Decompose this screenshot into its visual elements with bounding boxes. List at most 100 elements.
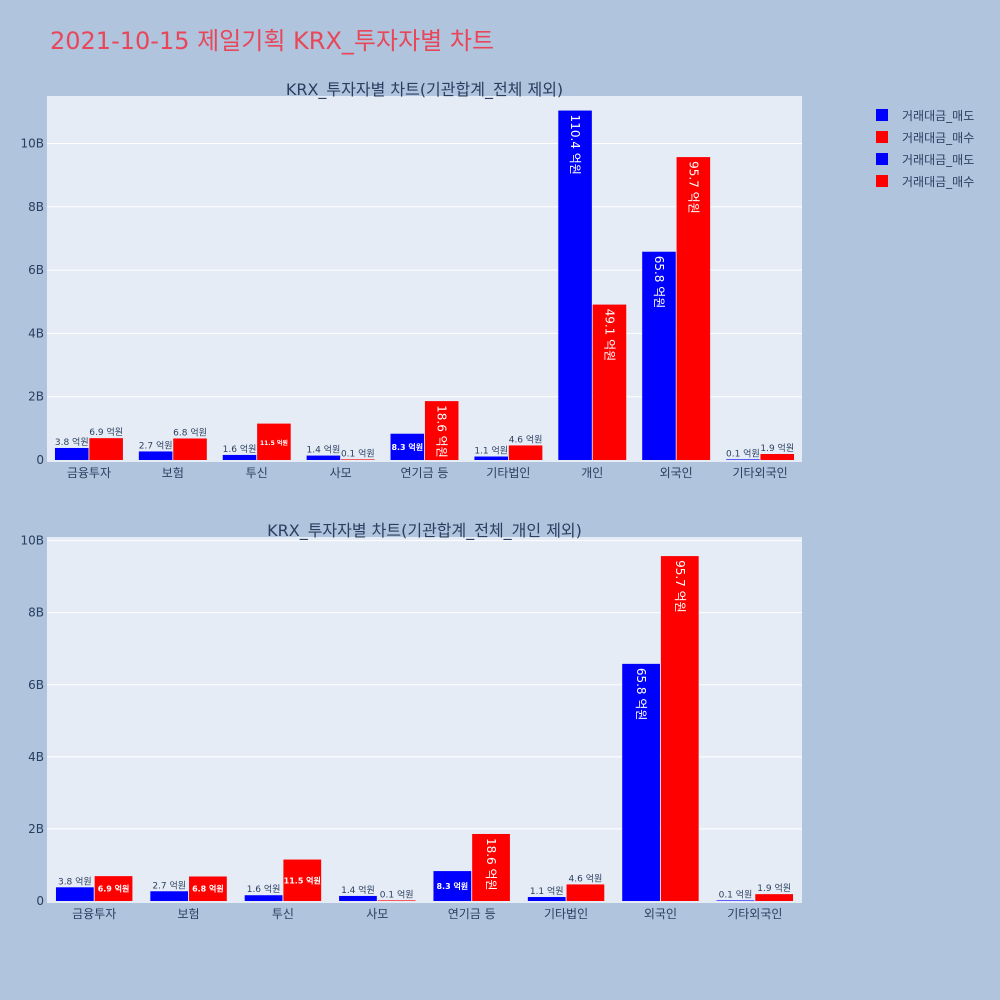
data-label: 110.4 억원	[568, 115, 582, 175]
bar-sell[interactable]	[222, 454, 257, 460]
data-label: 1.6 억원	[247, 883, 281, 895]
y-tick-label: 0	[36, 894, 44, 908]
x-tick-label: 금융투자	[72, 907, 116, 921]
bar-buy[interactable]	[676, 157, 711, 461]
chart-2: KRX_투자자별 차트(기관합계_전체_개인 제외) 0 2B 4B 6B 8B 10B 금융…	[20, 521, 802, 921]
bar-sell[interactable]	[642, 251, 676, 460]
data-label: 65.8 억원	[652, 256, 666, 309]
bar-sell[interactable]	[726, 459, 760, 460]
data-label: 6.8 억원	[192, 884, 224, 894]
bar-sell[interactable]	[474, 456, 508, 460]
bar-buy[interactable]	[377, 900, 416, 901]
data-label: 1.4 억원	[341, 884, 375, 896]
bar-buy[interactable]	[341, 459, 375, 460]
bar-sell[interactable]	[558, 110, 592, 460]
x-tick-label: 연기금 등	[448, 907, 496, 921]
x-tick-label: 투신	[272, 907, 294, 921]
legend-label[interactable]: 거래대금_매도	[902, 109, 974, 123]
bar-buy[interactable]	[760, 453, 795, 460]
legend-swatch[interactable]	[876, 131, 888, 143]
bar-sell[interactable]	[527, 897, 566, 901]
data-label: 2.7 억원	[139, 439, 173, 451]
x-tick-label: 기타외국인	[732, 466, 787, 480]
data-label: 11.5 억원	[260, 439, 288, 447]
data-label: 0.1 억원	[380, 888, 414, 900]
chart-title: KRX_투자자별 차트(기관합계_전체_개인 제외)	[267, 521, 582, 541]
x-tick-label: 보험	[178, 907, 200, 921]
bar-buy[interactable]	[424, 401, 459, 460]
data-label: 0.1 억원	[341, 447, 375, 459]
y-tick-label: 6B	[28, 263, 44, 277]
data-label: 1.9 억원	[757, 882, 791, 894]
bar-sell[interactable]	[306, 455, 341, 460]
legend-swatch[interactable]	[876, 153, 888, 165]
bar-sell[interactable]	[433, 871, 472, 901]
data-label: 1.6 억원	[223, 443, 257, 455]
data-label: 0.1 억원	[719, 888, 753, 900]
bar-buy[interactable]	[592, 304, 627, 460]
data-label: 18.6 억원	[484, 838, 498, 891]
bar-sell[interactable]	[390, 433, 425, 460]
chart-1: KRX_투자자별 차트(기관합계_전체 제외) 0 2B 4B 6B 8B 10B 금융투자 3…	[20, 80, 802, 480]
x-tick-label: 기타법인	[544, 907, 588, 921]
x-tick-label: 보험	[162, 466, 184, 480]
bar-buy[interactable]	[257, 423, 291, 460]
legend-label[interactable]: 거래대금_매도	[902, 153, 974, 167]
bar-buy[interactable]	[472, 833, 510, 901]
data-label: 4.6 억원	[509, 433, 543, 445]
bar-buy[interactable]	[94, 876, 133, 901]
data-label: 49.1 억원	[602, 309, 616, 362]
bar-sell[interactable]	[150, 891, 189, 901]
bar-buy[interactable]	[189, 876, 227, 901]
data-label: 3.8 억원	[58, 875, 92, 887]
plot-area	[47, 96, 802, 462]
data-label: 11.5 억원	[284, 875, 321, 885]
data-label: 95.7 억원	[686, 161, 700, 214]
data-label: 1.1 억원	[474, 445, 508, 457]
bar-sell[interactable]	[55, 887, 94, 901]
bar-sell[interactable]	[138, 451, 173, 460]
bar-buy[interactable]	[660, 556, 699, 901]
legend-label[interactable]: 거래대금_매수	[902, 131, 974, 145]
bar-buy[interactable]	[508, 445, 543, 460]
bar-sell[interactable]	[716, 900, 755, 901]
y-tick-label: 4B	[28, 326, 44, 340]
data-label: 3.8 억원	[55, 436, 89, 448]
y-tick-label: 2B	[28, 822, 44, 836]
bar-sell[interactable]	[339, 895, 377, 901]
bar-buy[interactable]	[755, 894, 794, 901]
y-tick-label: 8B	[28, 200, 44, 214]
y-tick-label: 10B	[20, 534, 44, 548]
data-label: 6.9 억원	[89, 426, 123, 438]
bar-sell[interactable]	[244, 895, 283, 901]
bar-buy[interactable]	[566, 884, 605, 901]
bar-buy[interactable]	[89, 438, 123, 460]
data-label: 65.8 억원	[634, 668, 648, 721]
bar-sell[interactable]	[54, 447, 89, 460]
legend-label[interactable]: 거래대금_매수	[902, 175, 974, 189]
legend-swatch[interactable]	[876, 175, 888, 187]
charts: KRX_투자자별 차트(기관합계_전체 제외) 0 2B 4B 6B 8B 10B 금융투자 3…	[20, 80, 802, 921]
x-tick-label: 사모	[330, 466, 352, 480]
legend-swatch[interactable]	[876, 109, 888, 121]
x-tick-label: 개인	[581, 466, 603, 480]
x-tick-label: 기타외국인	[727, 907, 782, 921]
bar-sell[interactable]	[622, 663, 660, 901]
x-tick-label: 사모	[366, 907, 388, 921]
bar-buy[interactable]	[173, 438, 207, 460]
data-label: 8.3 억원	[436, 881, 468, 891]
data-label: 6.8 억원	[173, 426, 207, 438]
data-label: 8.3 억원	[391, 442, 423, 452]
x-tick-label: 기타법인	[486, 466, 530, 480]
y-tick-label: 6B	[28, 678, 44, 692]
data-label: 1.1 억원	[530, 885, 564, 897]
y-tick-label: 10B	[20, 136, 44, 150]
data-label: 2.7 억원	[152, 879, 186, 891]
bar-buy[interactable]	[283, 859, 322, 901]
y-tick-label: 4B	[28, 750, 44, 764]
data-label: 0.1 억원	[726, 447, 760, 459]
data-label: 1.9 억원	[760, 442, 794, 454]
data-label: 18.6 억원	[435, 405, 449, 458]
x-tick-label: 투신	[246, 466, 268, 480]
